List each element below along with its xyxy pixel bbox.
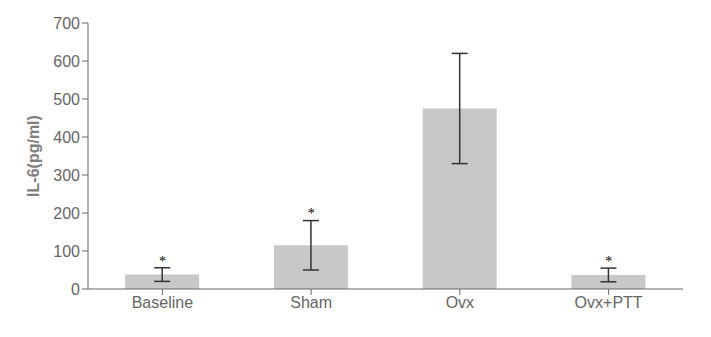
svg-text:100: 100 <box>53 243 80 260</box>
svg-text:Sham: Sham <box>290 294 332 311</box>
svg-text:600: 600 <box>53 53 80 70</box>
svg-text:Ovx: Ovx <box>446 294 474 311</box>
svg-text:*: * <box>308 206 315 221</box>
svg-text:300: 300 <box>53 167 80 184</box>
svg-text:0: 0 <box>71 281 80 298</box>
svg-text:700: 700 <box>53 15 80 32</box>
svg-text:*: * <box>605 254 612 269</box>
svg-text:Ovx+PTT: Ovx+PTT <box>575 294 643 311</box>
svg-text:*: * <box>159 254 166 269</box>
svg-text:Baseline: Baseline <box>132 294 193 311</box>
svg-text:400: 400 <box>53 129 80 146</box>
svg-text:200: 200 <box>53 205 80 222</box>
svg-text:500: 500 <box>53 91 80 108</box>
svg-text:IL-6(pg/ml): IL-6(pg/ml) <box>25 115 42 197</box>
